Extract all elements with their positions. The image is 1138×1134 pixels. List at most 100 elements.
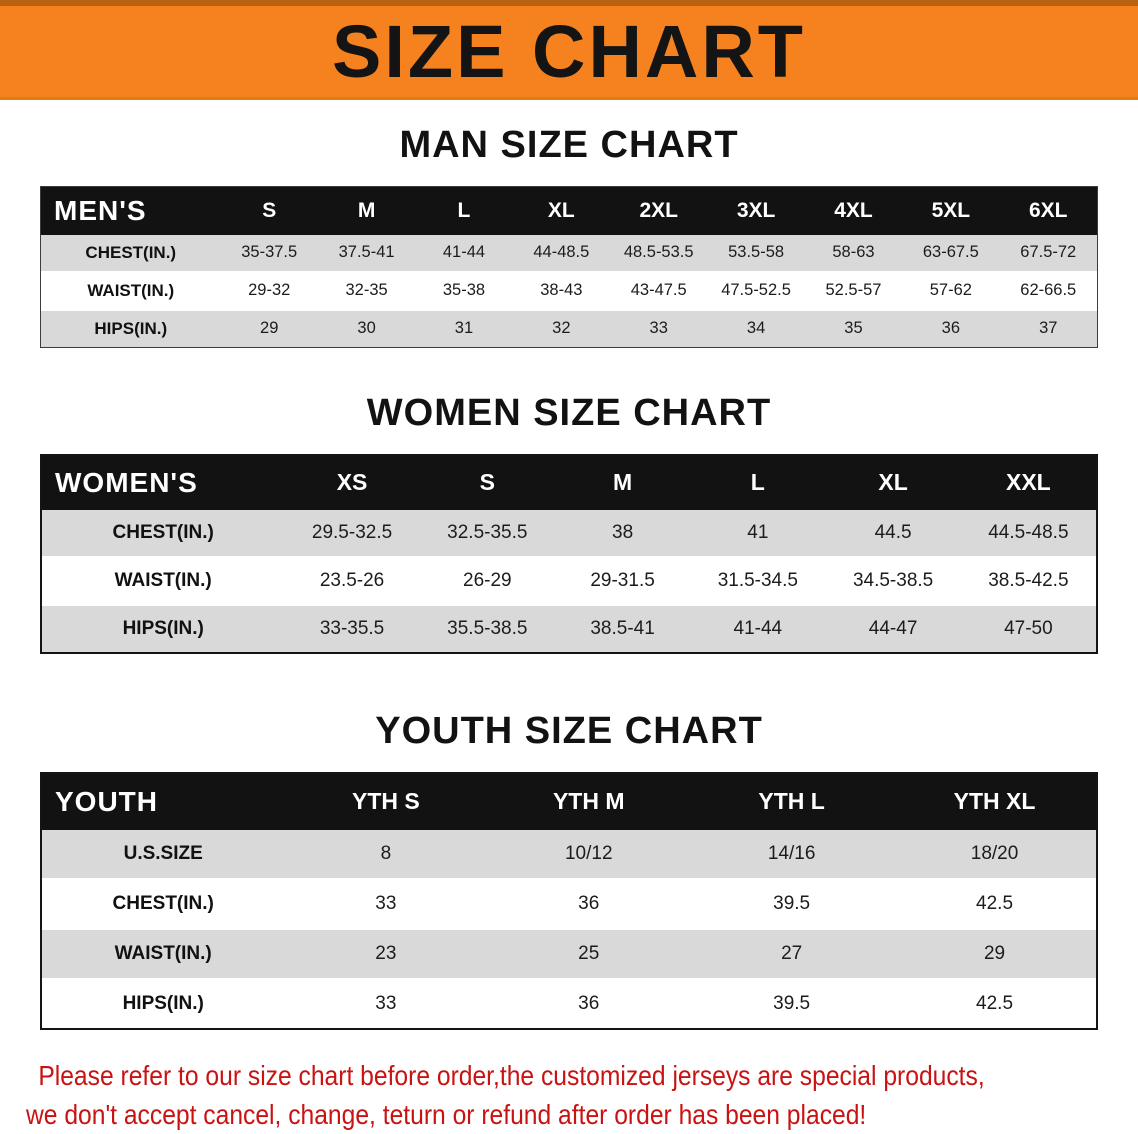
youth-cell: 25 <box>487 927 691 979</box>
youth-column-header: YTH S <box>284 773 488 830</box>
women-column-header: M <box>554 455 691 510</box>
men-group-label: MEN'S <box>41 186 221 235</box>
men-table-row: HIPS(IN.) 29 30 31 32 33 34 35 36 37 <box>41 308 1097 347</box>
men-cell: 35-37.5 <box>241 243 298 262</box>
disclaimer: Please refer to our size chart before or… <box>26 1056 1122 1134</box>
men-row-label: HIPS(IN.) <box>41 308 221 347</box>
men-cell: 32 <box>512 308 611 347</box>
men-column-header: 3XL <box>707 186 805 235</box>
women-column-header: XS <box>284 455 420 510</box>
men-cell: 44-48.5 <box>533 243 590 262</box>
women-size-table: WOMEN'S XS S M L XL XXL CHEST(IN.) 29.5-32.5 32.5… <box>42 455 1096 652</box>
youth-cell: 8 <box>380 842 392 864</box>
men-cell: 48.5-53.5 <box>623 243 694 262</box>
men-column-header: 6XL <box>999 186 1097 235</box>
men-cell: 30 <box>317 308 416 347</box>
youth-cell: 42.5 <box>893 977 1096 1028</box>
men-cell: 31 <box>415 308 513 347</box>
women-table-row: WAIST(IN.) 23.5-26 26-29 29-31.5 31.5-34.5 34… <box>42 555 1096 605</box>
men-cell: 35-38 <box>415 270 513 310</box>
men-cell: 63-67.5 <box>922 243 979 262</box>
youth-cell: 23 <box>284 927 488 979</box>
banner-title: SIZE CHART <box>332 9 806 93</box>
youth-section-heading: YOUTH SIZE CHART <box>375 709 763 752</box>
men-cell: 35 <box>804 308 903 347</box>
men-column-header: 5XL <box>902 186 1000 235</box>
youth-table-row: HIPS(IN.) 33 36 39.5 42.5 <box>42 977 1096 1028</box>
disclaimer-line-2: we don't accept cancel, change, teturn o… <box>26 1098 867 1130</box>
men-header-row: MEN'S S M L XL 2XL 3XL 4XL 5XL 6XL <box>41 186 1097 235</box>
women-cell: 38 <box>612 521 634 543</box>
men-table-row: CHEST(IN.) 35-37.5 37.5-41 41-44 44-48.5 48.5… <box>41 234 1097 272</box>
women-group-label: WOMEN'S <box>42 455 285 510</box>
youth-table-wrap: YOUTH YTH S YTH M YTH L YTH XL U.S.SIZE 8 10/12… <box>40 771 1098 1030</box>
women-cell: 44.5-48.5 <box>988 521 1069 543</box>
men-cell: 47.5-52.5 <box>707 270 805 310</box>
youth-cell: 29 <box>893 927 1096 979</box>
women-row-label: WAIST(IN.) <box>42 555 285 605</box>
men-cell: 38-43 <box>512 270 611 310</box>
youth-cell: 14/16 <box>767 842 816 864</box>
youth-cell: 10/12 <box>564 842 613 864</box>
women-column-header: L <box>690 455 826 510</box>
men-row-label: CHEST(IN.) <box>85 242 177 262</box>
women-table-wrap: WOMEN'S XS S M L XL XXL CHEST(IN.) 29.5-32.5 32.5… <box>40 453 1098 654</box>
women-cell: 38.5-41 <box>554 603 691 652</box>
women-column-header: XXL <box>960 455 1096 510</box>
men-cell: 53.5-58 <box>728 243 785 262</box>
women-header-row: WOMEN'S XS S M L XL XXL <box>42 455 1096 510</box>
youth-column-header: YTH XL <box>893 773 1096 830</box>
men-cell: 34 <box>707 308 805 347</box>
men-column-header: 2XL <box>610 186 708 235</box>
size-chart-sections: MAN SIZE CHART MEN'S S M L XL 2XL 3XL 4XL 5XL 6XL C… <box>0 124 1138 1030</box>
women-cell: 29-31.5 <box>554 555 691 605</box>
men-cell: 57-62 <box>902 270 1000 310</box>
youth-row-label: U.S.SIZE <box>123 842 203 864</box>
youth-column-header: YTH M <box>487 773 691 830</box>
women-cell: 31.5-34.5 <box>690 555 826 605</box>
youth-row-label: HIPS(IN.) <box>42 977 285 1028</box>
men-cell: 29-32 <box>220 270 318 310</box>
women-cell: 32.5-35.5 <box>447 521 528 543</box>
men-section-heading: MAN SIZE CHART <box>399 124 739 166</box>
women-row-label: HIPS(IN.) <box>42 603 285 652</box>
women-cell: 47-50 <box>960 603 1096 652</box>
men-cell: 62-66.5 <box>999 270 1097 310</box>
men-row-label: WAIST(IN.) <box>41 270 221 310</box>
men-cell: 41-44 <box>442 243 486 262</box>
youth-cell: 27 <box>690 927 894 979</box>
youth-table-row: WAIST(IN.) 23 25 27 29 <box>42 927 1096 979</box>
men-cell: 37 <box>999 308 1097 347</box>
disclaimer-line-1: Please refer to our size chart before or… <box>38 1059 985 1091</box>
youth-row-label: CHEST(IN.) <box>42 877 285 929</box>
women-cell: 41-44 <box>690 603 826 652</box>
women-column-header: XL <box>825 455 961 510</box>
youth-size-table: YOUTH YTH S YTH M YTH L YTH XL U.S.SIZE 8 10/12… <box>42 773 1096 1028</box>
youth-cell: 36 <box>487 877 691 929</box>
men-cell: 29 <box>220 308 318 347</box>
women-column-header: S <box>419 455 555 510</box>
women-table-row: CHEST(IN.) 29.5-32.5 32.5-35.5 38 41 44.5 44.5… <box>42 509 1096 557</box>
youth-cell: 36 <box>487 977 691 1028</box>
men-cell: 43-47.5 <box>610 270 708 310</box>
youth-table-row: CHEST(IN.) 33 36 39.5 42.5 <box>42 877 1096 929</box>
women-cell: 34.5-38.5 <box>825 555 961 605</box>
men-cell: 52.5-57 <box>804 270 903 310</box>
women-table-row: HIPS(IN.) 33-35.5 35.5-38.5 38.5-41 41-44 44-… <box>42 603 1096 652</box>
youth-column-header: YTH L <box>690 773 894 830</box>
men-column-header: M <box>317 186 416 235</box>
youth-cell: 42.5 <box>893 877 1096 929</box>
women-cell: 33-35.5 <box>284 603 420 652</box>
men-cell: 32-35 <box>317 270 416 310</box>
men-cell: 58-63 <box>832 243 875 262</box>
men-column-header: 4XL <box>804 186 903 235</box>
men-column-header: XL <box>512 186 611 235</box>
men-table-wrap: MEN'S S M L XL 2XL 3XL 4XL 5XL 6XL CHEST(IN.) 35-37… <box>40 185 1098 348</box>
youth-cell: 33 <box>284 877 488 929</box>
youth-cell: 33 <box>284 977 488 1028</box>
men-cell: 36 <box>902 308 1000 347</box>
men-cell: 33 <box>610 308 708 347</box>
youth-header-row: YOUTH YTH S YTH M YTH L YTH XL <box>42 773 1096 830</box>
women-cell: 44-47 <box>825 603 961 652</box>
youth-table-row: U.S.SIZE 8 10/12 14/16 18/20 <box>42 829 1096 879</box>
